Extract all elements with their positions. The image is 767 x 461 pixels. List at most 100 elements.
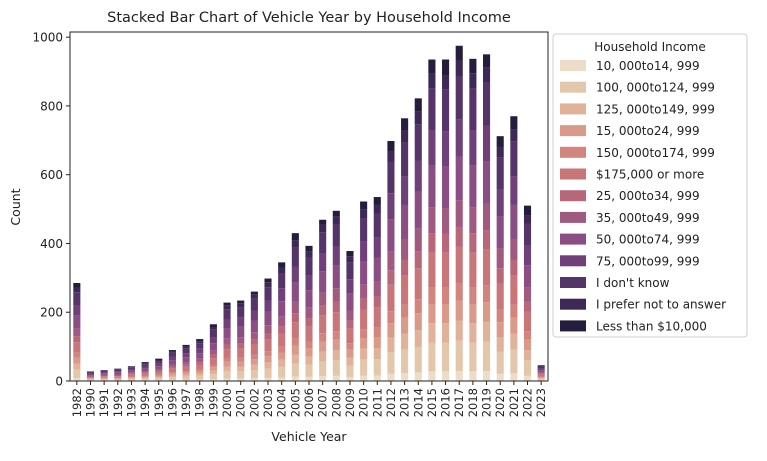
bar-segment-2003-s10	[264, 287, 271, 300]
bar-segment-2018-s11	[469, 73, 476, 88]
bar-segment-1991-s1	[101, 380, 108, 381]
bar-segment-1995-s2	[155, 377, 162, 378]
legend-label-0: 10, 000to14, 999	[596, 59, 700, 73]
x-tick-label-2013: 2013	[398, 388, 412, 417]
bar-segment-2000-s9	[224, 319, 231, 328]
bar-segment-2010-s12	[360, 202, 367, 210]
bar-segment-2015-s3	[428, 304, 435, 323]
bar-segment-2021-s9	[510, 176, 517, 205]
bar-segment-1995-s11	[155, 360, 162, 361]
x-tick-label-1990: 1990	[83, 388, 97, 417]
bar-segment-2020-s0	[497, 374, 504, 381]
bar-segment-2014-s12	[415, 98, 422, 111]
legend-label-7: 35, 000to49, 999	[596, 211, 700, 225]
x-tick-label-2006: 2006	[302, 388, 316, 417]
bar-segment-1995-s1	[155, 378, 162, 380]
legend-swatch-1	[560, 82, 586, 93]
bar-segment-2016-s4	[442, 288, 449, 304]
bar-segment-1999-s10	[210, 330, 217, 337]
bar-segment-2014-s0	[415, 372, 422, 381]
bar-segment-2021-s6	[510, 260, 517, 276]
bar-segment-1993-s2	[128, 378, 135, 379]
bar-segment-2020-s6	[497, 268, 504, 283]
bar-segment-1991-s5	[101, 376, 108, 377]
y-tick-label-1000: 1000	[32, 31, 63, 45]
bar-segment-2009-s9	[346, 279, 353, 293]
bar-segment-2022-s11	[524, 216, 531, 224]
bar-segment-2000-s5	[224, 349, 231, 358]
bar-segment-2000-s3	[224, 362, 231, 367]
bar-segment-1990-s10	[87, 372, 94, 373]
bar-segment-2019-s10	[483, 83, 490, 126]
bar-segment-1982-s8	[73, 316, 80, 329]
bar-segment-1997-s2	[183, 375, 190, 377]
bar-segment-2008-s10	[333, 225, 340, 247]
bar-segment-2010-s5	[360, 309, 367, 329]
bar-segment-2002-s4	[251, 355, 258, 359]
bar-segment-2012-s7	[387, 251, 394, 270]
bar-segment-2022-s12	[524, 206, 531, 216]
bar-segment-2011-s2	[374, 348, 381, 359]
bar-segment-2014-s1	[415, 347, 422, 372]
x-tick-label-1999: 1999	[206, 388, 220, 417]
bar-segment-1997-s1	[183, 377, 190, 380]
bar-segment-2023-s1	[538, 379, 545, 380]
bar-segment-2005-s1	[292, 363, 299, 376]
bar-segment-2013-s0	[401, 373, 408, 381]
x-tick-label-2022: 2022	[521, 388, 535, 417]
bar-segment-1996-s6	[169, 367, 176, 369]
bar-segment-1997-s7	[183, 362, 190, 365]
bar-segment-2005-s12	[292, 233, 299, 241]
bar-segment-2001-s8	[237, 327, 244, 338]
x-tick-label-2009: 2009	[343, 388, 357, 417]
bar-segment-1995-s6	[155, 371, 162, 372]
bar-segment-2011-s1	[374, 359, 381, 376]
legend-swatch-12	[560, 320, 586, 331]
bar-segment-2007-s12	[319, 220, 326, 225]
bar-segment-2009-s12	[346, 251, 353, 256]
x-tick-label-1995: 1995	[152, 388, 166, 417]
bar-segment-2017-s0	[456, 371, 463, 381]
bar-segment-2009-s8	[346, 294, 353, 311]
bar-segment-2016-s0	[442, 371, 449, 381]
bar-segment-1982-s4	[73, 353, 80, 358]
bar-segment-2005-s5	[292, 322, 299, 338]
bar-segment-1993-s8	[128, 371, 135, 373]
x-tick-label-2005: 2005	[288, 388, 302, 417]
bar-segment-2013-s9	[401, 176, 408, 205]
bar-segment-2010-s8	[360, 261, 367, 284]
bar-segment-2016-s5	[442, 253, 449, 288]
bar-segment-2007-s2	[319, 351, 326, 361]
bar-segment-2004-s12	[278, 262, 285, 267]
bar-segment-2002-s12	[251, 292, 258, 295]
bar-segment-2010-s3	[360, 338, 367, 349]
bar-segment-2008-s6	[333, 302, 340, 312]
bar-segment-1992-s10	[114, 370, 121, 372]
bar-segment-2018-s3	[469, 304, 476, 323]
bar-segment-2004-s7	[278, 317, 285, 327]
bar-segment-2021-s2	[510, 334, 517, 350]
bar-segment-2016-s2	[442, 323, 449, 342]
bar-segment-1997-s12	[183, 345, 190, 347]
x-tick-label-2014: 2014	[411, 388, 425, 417]
bar-segment-1994-s2	[142, 378, 149, 379]
legend-label-3: 15, 000to24, 999	[596, 124, 700, 138]
x-tick-label-1997: 1997	[179, 388, 193, 417]
legend-label-9: 75, 000to99, 999	[596, 254, 700, 268]
bar-segment-2017-s10	[456, 76, 463, 120]
bar-segment-1990-s7	[87, 376, 94, 377]
bar-segment-2015-s7	[428, 207, 435, 233]
bar-segment-2008-s2	[333, 350, 340, 360]
y-tick-label-800: 800	[40, 99, 63, 113]
bar-segment-2001-s9	[237, 318, 244, 327]
bar-segment-1992-s2	[114, 379, 121, 380]
bar-segment-1998-s11	[196, 341, 203, 343]
bar-segment-1995-s12	[155, 359, 162, 360]
bar-segment-2016-s11	[442, 75, 449, 90]
bar-segment-2005-s4	[292, 338, 299, 345]
bar-segment-1996-s12	[169, 350, 176, 351]
bar-segment-2002-s3	[251, 359, 258, 365]
bar-segment-1982-s5	[73, 342, 80, 353]
